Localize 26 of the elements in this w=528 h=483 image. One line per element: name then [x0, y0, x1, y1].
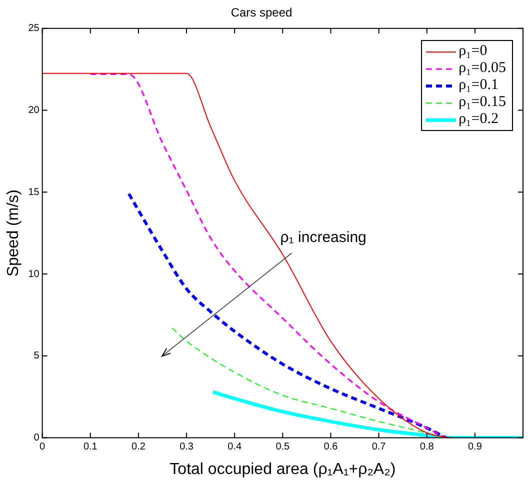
annotation: ρ₁ increasing	[280, 228, 366, 246]
x-tick-label: 0.3	[180, 442, 194, 453]
x-tick-label: 0.8	[420, 442, 434, 453]
y-tick-label: 15	[28, 186, 40, 198]
x-tick-label: 0.1	[83, 442, 98, 453]
legend-label: ρ₁=0	[458, 43, 488, 60]
x-tick-label: 0.9	[468, 442, 482, 453]
x-tick-label: 0.5	[276, 442, 290, 453]
legend-label: ρ₁=0.1	[458, 77, 498, 94]
line-series	[127, 192, 448, 438]
y-axis-title: Speed (m/s)	[5, 190, 22, 277]
legend-label: ρ₁=0.05	[458, 60, 506, 78]
y-tick-label: 25	[28, 23, 40, 34]
line-series	[211, 390, 523, 438]
x-tick-label: 0.6	[324, 442, 338, 453]
legend-label: ρ₁=0.2	[458, 111, 498, 128]
y-tick-label: 20	[28, 105, 40, 116]
x-axis-title: Total occupied area (ρ₁A₁+ρ₂A₂)	[170, 460, 396, 478]
y-tick-label: 0	[34, 432, 40, 444]
chart-title: Cars speed	[230, 6, 292, 20]
x-tick-label: 0.4	[228, 442, 242, 453]
x-tick-label: 0.7	[372, 442, 386, 453]
legend-label: ρ₁=0.15	[458, 94, 506, 112]
x-tick-label: 0.2	[132, 442, 146, 453]
y-tick-label: 5	[34, 350, 40, 362]
y-tick-label: 10	[28, 268, 40, 280]
